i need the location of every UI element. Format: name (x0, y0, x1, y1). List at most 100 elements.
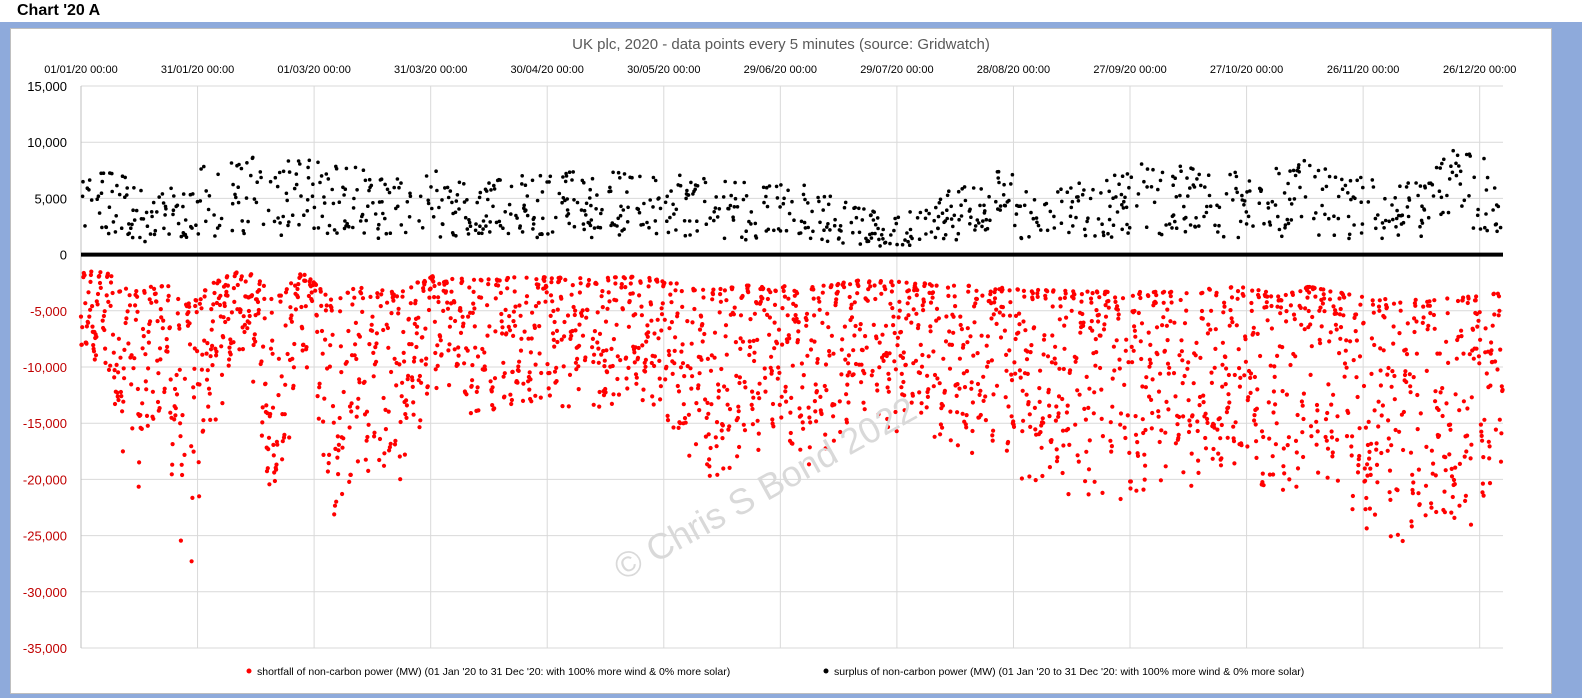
data-point-shortfall (1275, 353, 1280, 358)
data-point-shortfall (719, 366, 724, 372)
data-point-shortfall (1164, 323, 1169, 328)
data-point-shortfall (1455, 298, 1461, 304)
data-point-shortfall (1009, 372, 1014, 377)
data-point-shortfall (84, 341, 89, 346)
data-point-surplus (801, 192, 806, 197)
data-point-surplus (1277, 171, 1281, 176)
data-point-shortfall (232, 299, 237, 304)
data-point-shortfall (890, 283, 895, 288)
data-point-surplus (713, 206, 718, 210)
data-point-shortfall (332, 512, 337, 517)
data-point-shortfall (1205, 420, 1210, 425)
chart-area[interactable]: UK plc, 2020 - data points every 5 minut… (10, 28, 1552, 694)
data-point-surplus (1394, 225, 1398, 229)
data-point-shortfall (1109, 449, 1114, 454)
data-point-surplus (960, 187, 964, 191)
data-point-surplus (1184, 215, 1188, 220)
data-point-shortfall (165, 344, 170, 349)
data-point-surplus (241, 229, 246, 233)
data-point-shortfall (168, 410, 173, 415)
data-point-shortfall (783, 389, 788, 394)
data-point-shortfall (88, 279, 93, 284)
data-point-shortfall (573, 308, 578, 313)
data-point-surplus (875, 216, 880, 220)
data-point-shortfall (1451, 477, 1457, 483)
data-point-shortfall (518, 348, 524, 353)
data-point-shortfall (1300, 430, 1305, 435)
data-point-shortfall (355, 405, 360, 410)
data-point-shortfall (706, 411, 711, 416)
data-point-surplus (803, 226, 808, 230)
data-point-shortfall (1387, 490, 1392, 495)
data-point-shortfall (609, 346, 614, 351)
data-point-shortfall (771, 424, 776, 429)
data-point-shortfall (472, 306, 477, 311)
data-point-shortfall (591, 359, 596, 365)
data-point-shortfall (189, 559, 194, 564)
data-point-surplus (1159, 232, 1164, 237)
data-point-shortfall (1108, 438, 1113, 443)
data-point-surplus (172, 194, 176, 198)
data-point-shortfall (1094, 308, 1099, 313)
data-point-shortfall (1291, 312, 1297, 317)
data-point-shortfall (790, 363, 795, 368)
data-point-surplus (1454, 161, 1458, 166)
data-point-surplus (212, 213, 216, 217)
data-point-surplus (1475, 213, 1480, 218)
data-point-shortfall (483, 367, 488, 372)
data-point-shortfall (662, 317, 667, 322)
data-point-shortfall (1169, 300, 1174, 305)
data-point-shortfall (1308, 322, 1313, 327)
data-point-shortfall (1279, 298, 1284, 303)
data-point-shortfall (639, 313, 645, 318)
data-point-shortfall (874, 382, 880, 387)
data-point-shortfall (974, 288, 979, 293)
data-point-surplus (1472, 175, 1476, 180)
data-point-surplus (818, 220, 822, 225)
data-point-surplus (630, 175, 634, 180)
data-point-surplus (1085, 219, 1089, 224)
data-point-shortfall (549, 276, 554, 281)
data-point-surplus (572, 224, 577, 229)
data-point-shortfall (1062, 346, 1067, 351)
data-point-shortfall (607, 299, 612, 304)
data-point-shortfall (152, 286, 157, 291)
data-point-surplus (923, 216, 928, 221)
data-point-shortfall (851, 348, 856, 353)
data-point-shortfall (205, 368, 210, 373)
data-point-surplus (358, 219, 363, 223)
data-point-shortfall (736, 409, 741, 414)
data-point-surplus (330, 187, 335, 192)
data-point-surplus (254, 200, 259, 205)
data-point-surplus (665, 194, 669, 199)
data-point-shortfall (1223, 354, 1228, 360)
data-point-shortfall (650, 394, 655, 399)
data-point-surplus (588, 196, 592, 200)
legend: shortfall of non-carbon power (MW) (01 J… (246, 666, 1304, 678)
data-point-shortfall (701, 295, 706, 300)
data-point-shortfall (1496, 294, 1502, 299)
data-point-shortfall (1452, 482, 1457, 487)
data-point-shortfall (1232, 372, 1237, 378)
data-point-shortfall (1473, 298, 1478, 303)
data-point-shortfall (595, 310, 600, 315)
data-point-shortfall (644, 339, 649, 344)
data-point-shortfall (195, 349, 200, 354)
data-point-shortfall (1139, 356, 1144, 362)
data-point-shortfall (565, 313, 571, 318)
data-point-shortfall (1053, 418, 1058, 423)
data-point-surplus (462, 200, 467, 204)
data-point-shortfall (1338, 336, 1343, 341)
data-point-shortfall (951, 283, 957, 288)
data-point-shortfall (1138, 339, 1143, 344)
data-point-surplus (384, 231, 389, 236)
data-point-shortfall (981, 398, 986, 403)
data-point-shortfall (800, 420, 805, 425)
data-point-shortfall (1259, 429, 1265, 434)
data-point-shortfall (965, 326, 970, 331)
data-point-shortfall (399, 394, 404, 399)
data-point-shortfall (489, 389, 494, 394)
data-point-shortfall (1256, 288, 1261, 293)
data-point-shortfall (668, 281, 673, 286)
data-point-surplus (454, 234, 458, 238)
